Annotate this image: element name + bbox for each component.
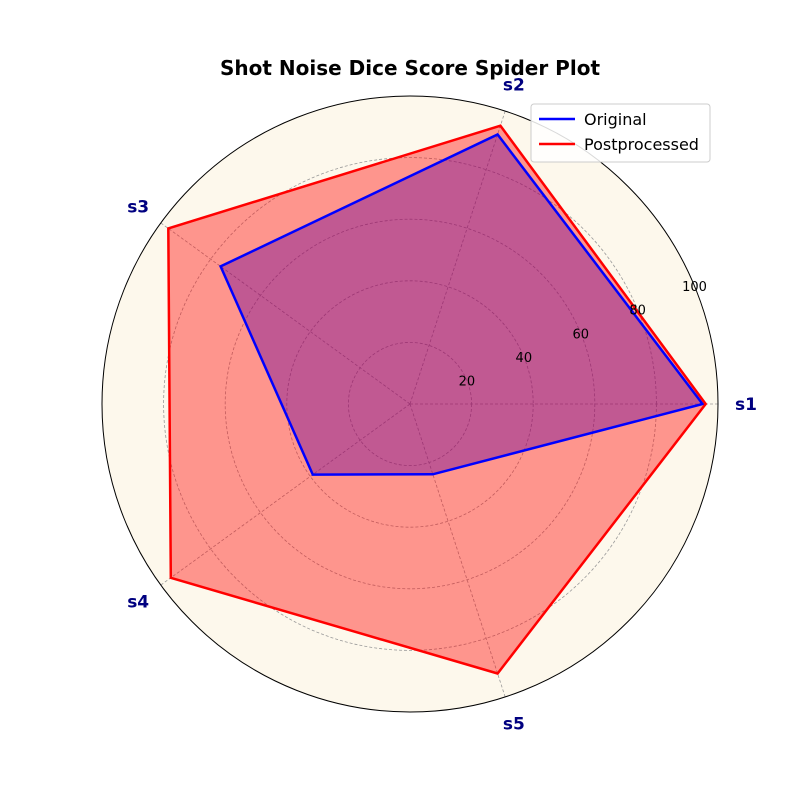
axis-label-s1: s1 (735, 395, 757, 415)
series-fill-0 (220, 134, 703, 475)
radial-tick-label: 80 (629, 304, 646, 319)
radial-tick-label: 20 (459, 374, 476, 389)
series-line-1 (167, 124, 708, 675)
legend-box (530, 103, 711, 163)
plot-frame (101, 95, 719, 713)
series-line-0 (218, 132, 705, 476)
grid-spoke (409, 403, 506, 698)
axis-label-s2: s2 (503, 75, 525, 95)
grid-spoke (160, 222, 411, 405)
radial-tick-label: 40 (516, 351, 533, 366)
axis-label-s5: s5 (503, 715, 525, 735)
radial-tick-label: 60 (572, 327, 589, 342)
axis-label-s3: s3 (127, 198, 149, 218)
legend-entry: Postprocessed (584, 135, 699, 154)
legend-entry: Original (584, 110, 647, 129)
legend: Original Postprocessed (530, 103, 711, 163)
axis-label-s4: s4 (127, 592, 149, 612)
radial-tick-label: 100 (682, 280, 707, 295)
grid-circle (286, 280, 534, 528)
grid-spoke (160, 403, 411, 586)
series-fill-1 (168, 125, 706, 674)
chart-title: Shot Noise Dice Score Spider Plot (220, 56, 600, 80)
grid-circle (224, 218, 596, 590)
plot-area: 20 40 60 80 100 s1 s2 s3 s4 s5 (101, 75, 757, 735)
grid-spoke (409, 110, 506, 405)
